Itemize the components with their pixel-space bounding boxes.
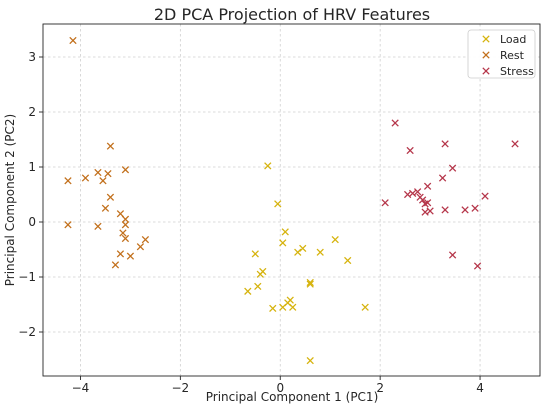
y-tick-label: −1 bbox=[18, 270, 36, 284]
rest-point bbox=[81, 174, 90, 182]
stress-point bbox=[481, 192, 489, 200]
rest-point bbox=[94, 168, 102, 177]
load-point bbox=[306, 280, 314, 288]
rest-point bbox=[126, 252, 135, 260]
stress-point bbox=[406, 146, 414, 155]
y-axis-label: Principal Component 2 (PC2) bbox=[3, 114, 17, 287]
rest-point bbox=[94, 222, 102, 231]
stress-point bbox=[438, 174, 447, 182]
stress-point bbox=[423, 182, 432, 190]
x-tick-label: 2 bbox=[376, 381, 384, 395]
x-tick-label: 4 bbox=[476, 381, 484, 395]
load-point bbox=[294, 248, 302, 256]
load-point bbox=[274, 200, 282, 208]
y-tick-label: −2 bbox=[18, 325, 36, 339]
load-point bbox=[331, 235, 339, 244]
stress-point bbox=[461, 206, 469, 214]
chart-title: 2D PCA Projection of HRV Features bbox=[154, 5, 430, 24]
rest-point bbox=[104, 169, 112, 178]
y-tick-label: 0 bbox=[28, 215, 36, 229]
grid-lines bbox=[43, 24, 540, 376]
x-tick-label: −2 bbox=[172, 381, 190, 395]
legend-marker-rest bbox=[482, 51, 490, 59]
legend-box bbox=[467, 29, 536, 79]
load-point bbox=[344, 256, 352, 265]
x-tick-label: −4 bbox=[72, 381, 90, 395]
legend-marker-stress bbox=[482, 67, 490, 75]
y-tick-label: 2 bbox=[28, 105, 36, 119]
rest-point bbox=[119, 229, 127, 237]
rest-point bbox=[99, 177, 107, 185]
stress-point bbox=[441, 140, 449, 148]
rest-point bbox=[64, 221, 72, 229]
load-point bbox=[306, 278, 314, 287]
stress-point bbox=[413, 188, 422, 196]
y-tick-label: 3 bbox=[28, 50, 36, 64]
load-point bbox=[299, 244, 307, 253]
load-point bbox=[361, 303, 369, 311]
legend-label-rest: Rest bbox=[500, 49, 525, 62]
load-point bbox=[244, 287, 252, 295]
rest-point bbox=[141, 235, 150, 244]
rest-point bbox=[121, 234, 130, 243]
rest-point bbox=[121, 215, 130, 223]
load-point bbox=[316, 248, 324, 256]
y-tick-label: 1 bbox=[28, 160, 36, 174]
stress-point bbox=[448, 164, 457, 172]
legend-label-stress: Stress bbox=[500, 65, 534, 78]
stress-point bbox=[441, 206, 449, 214]
stress-point bbox=[421, 200, 429, 208]
stress-point bbox=[381, 199, 389, 207]
rest-point bbox=[101, 204, 110, 212]
stress-point bbox=[421, 208, 429, 216]
data-points bbox=[64, 36, 519, 365]
load-point bbox=[306, 356, 314, 365]
rest-point bbox=[121, 166, 130, 174]
load-point bbox=[264, 162, 272, 170]
rest-point bbox=[64, 177, 72, 185]
rest-point bbox=[116, 250, 125, 258]
rest-point bbox=[136, 243, 145, 251]
stress-point bbox=[391, 119, 399, 127]
load-point bbox=[289, 303, 297, 311]
rest-point bbox=[106, 142, 115, 150]
stress-point bbox=[418, 196, 427, 204]
rest-point bbox=[106, 193, 115, 201]
stress-point bbox=[511, 140, 519, 148]
load-point bbox=[259, 267, 267, 276]
legend-label-load: Load bbox=[500, 33, 526, 46]
load-point bbox=[279, 239, 287, 247]
stress-point bbox=[471, 204, 479, 212]
axis-ticks: −4 −2 0 2 4 −2 −1 0 1 2 3 bbox=[18, 50, 484, 395]
load-point bbox=[251, 250, 259, 258]
load-point bbox=[281, 228, 289, 236]
rest-point bbox=[111, 261, 120, 269]
rest-point bbox=[121, 221, 130, 229]
load-point bbox=[279, 303, 287, 311]
x-tick-label: 0 bbox=[276, 381, 284, 395]
rest-point bbox=[69, 36, 77, 45]
legend: Load Rest Stress bbox=[467, 29, 536, 79]
plot-frame bbox=[42, 23, 541, 377]
load-point bbox=[254, 282, 262, 291]
x-axis-label: Principal Component 1 (PC1) bbox=[206, 390, 379, 404]
stress-point bbox=[403, 190, 412, 199]
stress-point bbox=[473, 262, 482, 270]
stress-point bbox=[448, 251, 457, 259]
load-point bbox=[269, 304, 277, 313]
legend-marker-load bbox=[482, 35, 490, 43]
